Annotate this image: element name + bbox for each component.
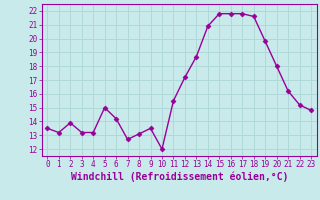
X-axis label: Windchill (Refroidissement éolien,°C): Windchill (Refroidissement éolien,°C)	[70, 172, 288, 182]
